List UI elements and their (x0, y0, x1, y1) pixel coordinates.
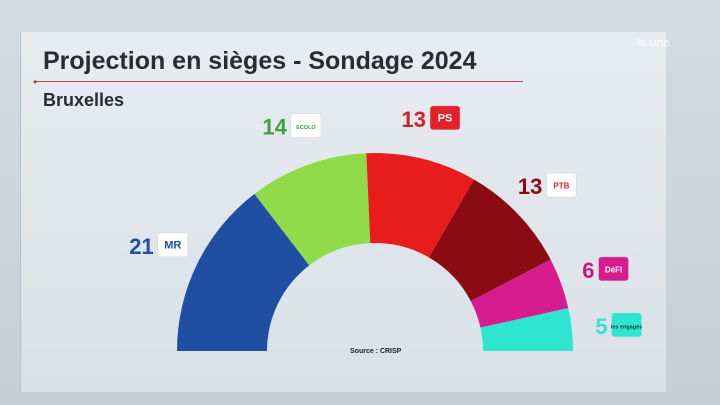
seat-segment-3 (429, 179, 551, 302)
seat-count-1: 14 (262, 114, 287, 139)
seat-count-5: 5 (595, 314, 607, 339)
region-subtitle: Bruxelles (43, 90, 125, 110)
party-label-4: 6 DéFI (582, 256, 629, 283)
channel-logo: la une (637, 36, 670, 49)
party-logo-text-3: PTB (553, 182, 569, 191)
party-label-1: 14 ECOLO (262, 113, 322, 139)
seat-count-4: 6 (582, 258, 594, 283)
seat-segment-2 (366, 153, 474, 258)
party-logo-text-5: les engagés (611, 324, 643, 330)
party-logo-text-1: ECOLO (296, 125, 316, 131)
seat-segment-4 (470, 259, 569, 328)
party-label-0: 21 MR (129, 232, 189, 259)
seat-segment-0 (177, 193, 310, 351)
party-logo-text-0: MR (164, 239, 181, 251)
party-logo-4 (598, 256, 629, 282)
party-logo-0 (157, 232, 189, 258)
party-logo-1 (290, 113, 322, 138)
page-title: Projection en sièges - Sondage 2024 (43, 47, 477, 75)
party-logo-3 (546, 172, 577, 198)
seat-count-0: 21 (129, 234, 153, 259)
party-logo-text-4: DéFI (605, 265, 622, 274)
party-label-2: 13 PS (402, 105, 461, 132)
party-logo-5 (611, 312, 642, 338)
party-logo-text-2: PS (438, 112, 453, 124)
seat-count-3: 13 (518, 174, 542, 199)
title-underline (36, 81, 523, 82)
seat-segment-5 (480, 308, 573, 351)
accent-dot: • (33, 75, 38, 89)
party-label-5: 5 les engagés (595, 312, 643, 339)
party-logo-2 (429, 105, 461, 131)
seat-count-2: 13 (402, 107, 426, 132)
seat-segment-1 (254, 153, 371, 266)
source-note: Source : CRISP (350, 348, 402, 355)
party-label-3: 13 PTB (518, 172, 577, 199)
